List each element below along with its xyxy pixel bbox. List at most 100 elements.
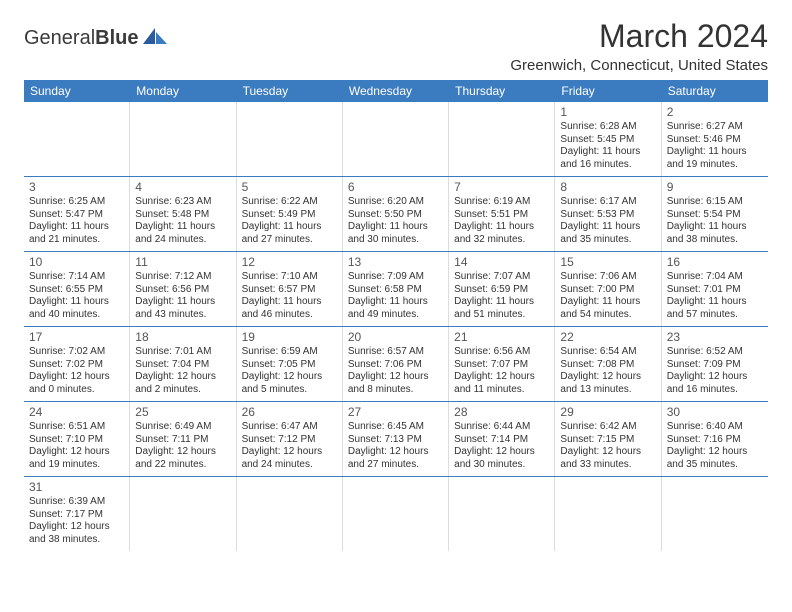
day-number: 19 bbox=[242, 330, 337, 345]
daylight-text-2: and 30 minutes. bbox=[348, 234, 443, 247]
daylight-text-1: Daylight: 12 hours bbox=[667, 446, 763, 459]
sunset-text: Sunset: 7:17 PM bbox=[29, 509, 124, 522]
daylight-text-1: Daylight: 12 hours bbox=[135, 446, 230, 459]
location: Greenwich, Connecticut, United States bbox=[510, 57, 768, 74]
day-number: 22 bbox=[560, 330, 655, 345]
daylight-text-1: Daylight: 11 hours bbox=[242, 221, 337, 234]
day-number: 21 bbox=[454, 330, 549, 345]
sail-icon bbox=[143, 26, 169, 51]
day-number: 10 bbox=[29, 255, 124, 270]
day-number: 9 bbox=[667, 180, 763, 195]
day-cell: 19Sunrise: 6:59 AMSunset: 7:05 PMDayligh… bbox=[237, 327, 343, 401]
week-row: 10Sunrise: 7:14 AMSunset: 6:55 PMDayligh… bbox=[24, 252, 768, 327]
daylight-text-2: and 8 minutes. bbox=[348, 384, 443, 397]
empty-cell bbox=[237, 102, 343, 176]
day-cell: 12Sunrise: 7:10 AMSunset: 6:57 PMDayligh… bbox=[237, 252, 343, 326]
daylight-text-2: and 5 minutes. bbox=[242, 384, 337, 397]
sunset-text: Sunset: 7:06 PM bbox=[348, 359, 443, 372]
header: GeneralBlue March 2024 Greenwich, Connec… bbox=[24, 18, 768, 74]
sunset-text: Sunset: 7:09 PM bbox=[667, 359, 763, 372]
day-header: Monday bbox=[130, 80, 236, 102]
day-cell: 11Sunrise: 7:12 AMSunset: 6:56 PMDayligh… bbox=[130, 252, 236, 326]
daylight-text-1: Daylight: 12 hours bbox=[242, 371, 337, 384]
day-cell: 21Sunrise: 6:56 AMSunset: 7:07 PMDayligh… bbox=[449, 327, 555, 401]
daylight-text-1: Daylight: 11 hours bbox=[667, 221, 763, 234]
sunrise-text: Sunrise: 6:42 AM bbox=[560, 421, 655, 434]
day-cell: 27Sunrise: 6:45 AMSunset: 7:13 PMDayligh… bbox=[343, 402, 449, 476]
sunset-text: Sunset: 6:55 PM bbox=[29, 284, 124, 297]
day-cell: 29Sunrise: 6:42 AMSunset: 7:15 PMDayligh… bbox=[555, 402, 661, 476]
sunset-text: Sunset: 7:13 PM bbox=[348, 434, 443, 447]
daylight-text-2: and 19 minutes. bbox=[667, 159, 763, 172]
day-header: Tuesday bbox=[237, 80, 343, 102]
daylight-text-2: and 40 minutes. bbox=[29, 309, 124, 322]
day-cell: 2Sunrise: 6:27 AMSunset: 5:46 PMDaylight… bbox=[662, 102, 768, 176]
day-cell: 6Sunrise: 6:20 AMSunset: 5:50 PMDaylight… bbox=[343, 177, 449, 251]
day-cell: 31Sunrise: 6:39 AMSunset: 7:17 PMDayligh… bbox=[24, 477, 130, 551]
sunrise-text: Sunrise: 7:02 AM bbox=[29, 346, 124, 359]
sunrise-text: Sunrise: 6:22 AM bbox=[242, 196, 337, 209]
day-cell: 26Sunrise: 6:47 AMSunset: 7:12 PMDayligh… bbox=[237, 402, 343, 476]
calendar: SundayMondayTuesdayWednesdayThursdayFrid… bbox=[24, 80, 768, 551]
day-number: 31 bbox=[29, 480, 124, 495]
daylight-text-2: and 35 minutes. bbox=[667, 459, 763, 472]
day-header: Friday bbox=[555, 80, 661, 102]
sunset-text: Sunset: 6:58 PM bbox=[348, 284, 443, 297]
empty-cell bbox=[662, 477, 768, 551]
day-number: 18 bbox=[135, 330, 230, 345]
sunrise-text: Sunrise: 6:47 AM bbox=[242, 421, 337, 434]
daylight-text-1: Daylight: 12 hours bbox=[29, 371, 124, 384]
day-cell: 28Sunrise: 6:44 AMSunset: 7:14 PMDayligh… bbox=[449, 402, 555, 476]
daylight-text-1: Daylight: 12 hours bbox=[454, 371, 549, 384]
logo-text-2: Blue bbox=[95, 27, 138, 49]
day-cell: 15Sunrise: 7:06 AMSunset: 7:00 PMDayligh… bbox=[555, 252, 661, 326]
daylight-text-2: and 27 minutes. bbox=[242, 234, 337, 247]
sunset-text: Sunset: 5:54 PM bbox=[667, 209, 763, 222]
daylight-text-2: and 43 minutes. bbox=[135, 309, 230, 322]
day-header: Wednesday bbox=[343, 80, 449, 102]
sunrise-text: Sunrise: 7:04 AM bbox=[667, 271, 763, 284]
sunset-text: Sunset: 7:02 PM bbox=[29, 359, 124, 372]
sunset-text: Sunset: 5:47 PM bbox=[29, 209, 124, 222]
sunset-text: Sunset: 7:05 PM bbox=[242, 359, 337, 372]
daylight-text-2: and 38 minutes. bbox=[667, 234, 763, 247]
sunrise-text: Sunrise: 7:06 AM bbox=[560, 271, 655, 284]
sunrise-text: Sunrise: 6:19 AM bbox=[454, 196, 549, 209]
day-number: 14 bbox=[454, 255, 549, 270]
daylight-text-2: and 51 minutes. bbox=[454, 309, 549, 322]
day-number: 8 bbox=[560, 180, 655, 195]
sunset-text: Sunset: 7:12 PM bbox=[242, 434, 337, 447]
daylight-text-2: and 16 minutes. bbox=[667, 384, 763, 397]
daylight-text-1: Daylight: 12 hours bbox=[560, 446, 655, 459]
day-cell: 18Sunrise: 7:01 AMSunset: 7:04 PMDayligh… bbox=[130, 327, 236, 401]
daylight-text-1: Daylight: 11 hours bbox=[348, 221, 443, 234]
daylight-text-2: and 46 minutes. bbox=[242, 309, 337, 322]
day-cell: 9Sunrise: 6:15 AMSunset: 5:54 PMDaylight… bbox=[662, 177, 768, 251]
week-row: 1Sunrise: 6:28 AMSunset: 5:45 PMDaylight… bbox=[24, 102, 768, 177]
day-number: 25 bbox=[135, 405, 230, 420]
day-number: 28 bbox=[454, 405, 549, 420]
day-cell: 17Sunrise: 7:02 AMSunset: 7:02 PMDayligh… bbox=[24, 327, 130, 401]
sunrise-text: Sunrise: 6:17 AM bbox=[560, 196, 655, 209]
sunset-text: Sunset: 5:50 PM bbox=[348, 209, 443, 222]
day-number: 4 bbox=[135, 180, 230, 195]
day-number: 7 bbox=[454, 180, 549, 195]
sunrise-text: Sunrise: 7:01 AM bbox=[135, 346, 230, 359]
day-cell: 24Sunrise: 6:51 AMSunset: 7:10 PMDayligh… bbox=[24, 402, 130, 476]
day-number: 24 bbox=[29, 405, 124, 420]
sunset-text: Sunset: 7:10 PM bbox=[29, 434, 124, 447]
week-row: 24Sunrise: 6:51 AMSunset: 7:10 PMDayligh… bbox=[24, 402, 768, 477]
day-number: 23 bbox=[667, 330, 763, 345]
title-block: March 2024 Greenwich, Connecticut, Unite… bbox=[510, 18, 768, 74]
daylight-text-1: Daylight: 11 hours bbox=[242, 296, 337, 309]
day-number: 30 bbox=[667, 405, 763, 420]
daylight-text-1: Daylight: 11 hours bbox=[667, 146, 763, 159]
day-cell: 25Sunrise: 6:49 AMSunset: 7:11 PMDayligh… bbox=[130, 402, 236, 476]
sunrise-text: Sunrise: 7:07 AM bbox=[454, 271, 549, 284]
sunrise-text: Sunrise: 7:10 AM bbox=[242, 271, 337, 284]
daylight-text-2: and 32 minutes. bbox=[454, 234, 549, 247]
day-number: 6 bbox=[348, 180, 443, 195]
daylight-text-1: Daylight: 11 hours bbox=[29, 296, 124, 309]
daylight-text-1: Daylight: 12 hours bbox=[454, 446, 549, 459]
daylight-text-2: and 11 minutes. bbox=[454, 384, 549, 397]
